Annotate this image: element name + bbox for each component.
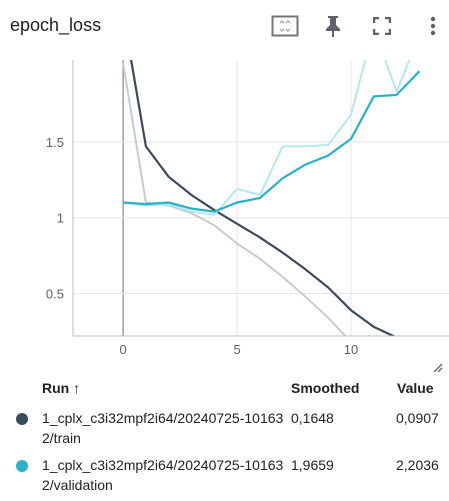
run-name: 1_cplx_c3i32mpf2i64/20240725-101632/vali… (42, 457, 284, 493)
card-header: epoch_loss (0, 0, 449, 52)
run-column-header[interactable]: Run ↑ (42, 380, 81, 396)
table-row[interactable]: 1_cplx_c3i32mpf2i64/20240725-101632/vali… (0, 455, 449, 499)
y-tick-label: 0.5 (46, 287, 64, 302)
smoothed-value: 0,1648 (291, 410, 334, 426)
raw-value: 2,2036 (396, 457, 439, 473)
series-line-smoothed (130, 60, 396, 336)
y-tick-label: 1 (57, 211, 64, 226)
more-options-button[interactable] (418, 12, 448, 40)
series-line-smoothed (123, 70, 421, 213)
x-tick-label: 10 (344, 342, 358, 357)
resize-handle-icon[interactable] (433, 363, 443, 372)
card-title: epoch_loss (10, 15, 102, 35)
loss-chart[interactable]: 0 5 10 0.5 1 1.5 (0, 52, 449, 372)
more-vert-icon (430, 16, 436, 36)
pin-button[interactable] (318, 12, 348, 40)
smoothed-value: 1,9659 (291, 457, 334, 473)
pin-icon (326, 16, 340, 37)
run-name: 1_cplx_c3i32mpf2i64/20240725-101632/trai… (42, 410, 284, 446)
series-line-raw (122, 60, 411, 216)
x-tick-label: 0 (120, 342, 127, 357)
fullscreen-icon (373, 17, 391, 35)
y-tick-label: 1.5 (46, 135, 64, 150)
fullscreen-button[interactable] (367, 12, 397, 40)
fit-domain-icon (271, 15, 299, 37)
table-row[interactable]: 1_cplx_c3i32mpf2i64/20240725-101632/trai… (0, 408, 449, 452)
smoothed-column-header[interactable]: Smoothed (291, 380, 360, 396)
value-column-header[interactable]: Value (397, 380, 434, 396)
x-tick-label: 5 (233, 342, 240, 357)
run-color-dot (16, 413, 28, 425)
fit-domain-button[interactable] (270, 12, 300, 40)
raw-value: 0,0907 (396, 410, 439, 426)
run-color-dot (16, 460, 28, 472)
